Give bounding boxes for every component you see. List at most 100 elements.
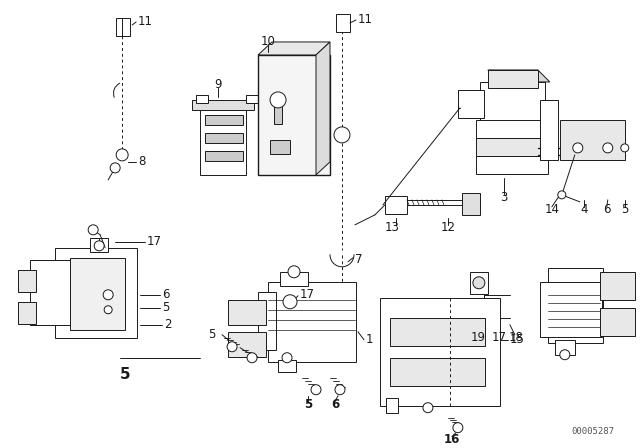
Text: 2: 2 xyxy=(164,318,172,331)
Text: 5: 5 xyxy=(621,203,628,216)
Circle shape xyxy=(283,295,297,309)
Bar xyxy=(476,120,548,138)
Circle shape xyxy=(270,92,286,108)
Text: 8: 8 xyxy=(138,155,145,168)
Bar xyxy=(205,133,243,143)
Polygon shape xyxy=(316,42,330,175)
Text: 6: 6 xyxy=(331,398,339,411)
Polygon shape xyxy=(488,70,550,82)
Circle shape xyxy=(335,385,345,395)
Bar xyxy=(458,90,484,118)
Text: 17: 17 xyxy=(147,235,162,248)
Bar xyxy=(470,272,488,294)
Bar xyxy=(246,95,258,103)
Text: 9: 9 xyxy=(214,78,222,91)
Bar xyxy=(380,298,500,406)
Bar xyxy=(600,272,635,300)
Bar xyxy=(476,138,548,156)
Bar xyxy=(488,70,538,88)
Bar xyxy=(540,282,602,337)
Text: 14: 14 xyxy=(545,203,559,216)
Text: 7: 7 xyxy=(355,253,362,266)
Bar xyxy=(18,302,36,324)
Bar xyxy=(268,282,356,362)
Bar xyxy=(200,110,246,175)
Bar xyxy=(192,100,254,110)
Circle shape xyxy=(621,144,628,152)
Bar xyxy=(258,292,276,350)
Text: 11: 11 xyxy=(358,13,373,26)
Bar xyxy=(540,100,558,160)
Text: 4: 4 xyxy=(580,203,588,216)
Bar xyxy=(258,55,330,175)
Bar xyxy=(480,82,545,124)
Bar xyxy=(228,332,266,357)
Bar xyxy=(90,238,108,252)
Bar xyxy=(55,248,137,338)
Circle shape xyxy=(227,342,237,352)
Bar xyxy=(548,268,603,343)
Text: 6: 6 xyxy=(162,288,170,301)
Bar xyxy=(390,358,485,386)
Text: 1: 1 xyxy=(366,333,374,346)
Circle shape xyxy=(573,143,583,153)
Bar xyxy=(278,360,296,372)
Circle shape xyxy=(103,290,113,300)
Text: 13: 13 xyxy=(385,221,399,234)
Text: 5: 5 xyxy=(208,328,216,341)
Circle shape xyxy=(88,225,98,235)
Bar xyxy=(280,272,308,286)
Text: 10: 10 xyxy=(260,35,275,48)
Text: 15: 15 xyxy=(510,333,525,346)
Bar xyxy=(386,398,398,413)
Bar xyxy=(30,260,75,325)
Circle shape xyxy=(282,353,292,363)
Text: 00005287: 00005287 xyxy=(572,427,615,436)
Text: 17: 17 xyxy=(492,331,506,344)
Bar xyxy=(228,300,266,325)
Circle shape xyxy=(116,149,128,161)
Bar xyxy=(205,151,243,161)
Bar xyxy=(70,258,125,330)
Text: 11: 11 xyxy=(138,16,153,29)
Bar xyxy=(270,140,290,154)
Circle shape xyxy=(423,403,433,413)
Text: 16: 16 xyxy=(444,433,460,446)
Bar xyxy=(385,196,407,214)
Text: 5: 5 xyxy=(162,301,170,314)
Bar xyxy=(18,270,36,292)
Text: 18: 18 xyxy=(508,331,524,344)
Bar xyxy=(462,193,480,215)
Bar xyxy=(555,340,575,355)
Polygon shape xyxy=(258,42,330,55)
Bar xyxy=(476,156,548,174)
Circle shape xyxy=(311,385,321,395)
Bar xyxy=(274,104,282,124)
Circle shape xyxy=(104,306,112,314)
Bar xyxy=(196,95,208,103)
Circle shape xyxy=(603,143,612,153)
Text: 6: 6 xyxy=(603,203,611,216)
Circle shape xyxy=(94,241,104,251)
Text: 19: 19 xyxy=(470,331,485,344)
Bar xyxy=(560,120,625,160)
Bar xyxy=(205,115,243,125)
Circle shape xyxy=(247,353,257,363)
Circle shape xyxy=(558,191,566,199)
Bar xyxy=(336,14,350,32)
Bar xyxy=(116,18,130,36)
Text: 3: 3 xyxy=(500,191,508,204)
Text: 5: 5 xyxy=(304,398,312,411)
Circle shape xyxy=(453,422,463,433)
Circle shape xyxy=(560,350,570,360)
Bar xyxy=(600,308,635,336)
Text: 12: 12 xyxy=(440,221,456,234)
Circle shape xyxy=(334,127,350,143)
Text: 5: 5 xyxy=(120,367,131,382)
Circle shape xyxy=(288,266,300,278)
Text: 17: 17 xyxy=(300,288,315,301)
Circle shape xyxy=(473,277,485,289)
Bar xyxy=(390,318,485,346)
Text: 6: 6 xyxy=(226,341,234,354)
Circle shape xyxy=(110,163,120,173)
